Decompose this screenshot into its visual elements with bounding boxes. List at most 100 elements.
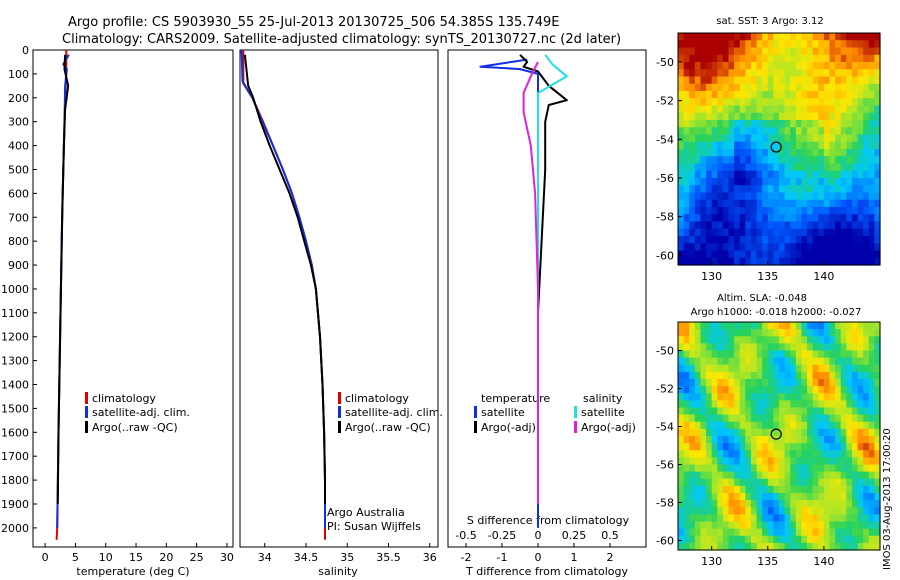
sst-map-cell xyxy=(823,47,831,56)
sla-map-cell xyxy=(779,485,786,494)
sla-map-cell xyxy=(678,450,685,458)
sst-map-cell xyxy=(779,98,786,107)
sst-map-cell xyxy=(823,199,831,208)
sla-map-cell xyxy=(835,464,842,473)
sla-map-cell xyxy=(874,457,881,466)
sla-map-cell xyxy=(717,514,724,523)
sst-map-cell xyxy=(722,199,730,208)
sst-map-cell xyxy=(722,62,730,70)
sla-map-cell xyxy=(762,485,769,494)
sst-map-cell xyxy=(863,141,870,150)
sst-map-cell xyxy=(823,120,831,128)
salinity-legend: climatology satellite-adj. clim. Argo(..… xyxy=(338,392,443,434)
sst-map-cell xyxy=(694,141,702,150)
sla-map-cell xyxy=(706,464,713,473)
sst-map-cell xyxy=(835,228,842,237)
sla-map-cell xyxy=(762,421,769,430)
sla-map-cell xyxy=(694,464,702,473)
sst-map-cell xyxy=(779,178,786,186)
sst-map-cell xyxy=(750,199,758,208)
legend-head-salinity: salinity xyxy=(583,392,623,405)
sla-map-cell xyxy=(711,471,718,480)
sst-map-cell xyxy=(706,228,713,237)
sla-map-cell xyxy=(678,528,685,537)
sla-map-cell xyxy=(857,514,864,523)
sst-map-cell xyxy=(700,236,707,244)
sla-map-cell xyxy=(745,464,752,473)
sla-map-cell xyxy=(846,443,853,451)
sla-map-cell xyxy=(750,322,758,330)
depth-tick-label: 800 xyxy=(8,235,29,248)
sst-map-cell xyxy=(734,127,741,136)
sla-map-cell xyxy=(678,414,685,423)
sla-map-cell xyxy=(779,457,786,466)
sla-map-cell xyxy=(863,364,870,373)
sla-map-cell xyxy=(728,507,735,515)
sla-map-cell xyxy=(812,450,819,458)
sst-map-cell xyxy=(694,170,702,179)
sst-map-cell xyxy=(683,156,690,165)
sla-map-cell xyxy=(868,443,875,451)
sst-map-cell xyxy=(767,127,774,136)
sst-map-cell xyxy=(807,69,814,78)
sst-map-cell xyxy=(784,170,791,179)
sst-map-cell xyxy=(694,185,702,194)
sla-map-cell xyxy=(722,436,730,444)
sla-map-cell xyxy=(756,379,763,387)
sst-map-cell xyxy=(823,83,831,92)
sla-map-cell xyxy=(706,485,713,494)
sla-map-cell xyxy=(829,393,836,401)
sla-map-cell xyxy=(829,329,836,337)
sla-map-cell xyxy=(750,535,758,544)
sla-map-cell xyxy=(767,400,774,409)
sla-map-cell xyxy=(857,386,864,394)
sst-map-cell xyxy=(779,257,786,266)
sst-map-cell xyxy=(700,112,707,121)
sst-map-cell xyxy=(689,199,696,208)
sla-map-cell xyxy=(795,421,803,430)
sla-map-cell xyxy=(851,521,859,530)
sst-map-cell xyxy=(863,127,870,136)
sla-map-cell xyxy=(767,407,774,416)
depth-tick-label: 2000 xyxy=(1,522,29,535)
x-tick-label: 34 xyxy=(258,551,272,564)
sla-map-cell xyxy=(717,379,724,387)
sst-map-cell xyxy=(807,185,814,194)
sla-map-cell xyxy=(734,357,741,366)
sst-map-cell xyxy=(846,134,853,143)
sla-map-cell xyxy=(795,364,803,373)
sla-map-cell xyxy=(801,322,808,330)
sst-map-cell xyxy=(868,127,875,136)
sla-map-cell xyxy=(823,329,831,337)
sla-map-cell xyxy=(801,428,808,437)
sst-map-cell xyxy=(750,54,758,63)
sla-map-cell xyxy=(857,343,864,352)
sst-map-cell xyxy=(874,170,881,179)
sst-map-cell xyxy=(706,185,713,194)
sla-map-cell xyxy=(683,436,690,444)
sla-map-cell xyxy=(857,535,864,544)
sst-map-cell xyxy=(823,192,831,201)
sst-map-cell xyxy=(756,91,763,99)
sla-map-cell xyxy=(734,350,741,359)
sst-map-cell xyxy=(807,120,814,128)
sla-map-cell xyxy=(683,428,690,437)
sla-map-cell xyxy=(689,535,696,544)
sst-map-cell xyxy=(700,214,707,223)
sst-map-cell xyxy=(795,62,803,70)
sla-map-cell xyxy=(717,357,724,366)
sla-map-cell xyxy=(773,379,780,387)
sla-map-cell xyxy=(790,450,797,458)
sla-map-cell xyxy=(728,500,735,508)
sst-map-cell xyxy=(829,236,836,244)
sst-map-cell xyxy=(734,170,741,179)
sla-map-cell xyxy=(835,457,842,466)
sst-map-cell xyxy=(790,33,797,41)
sst-map-cell xyxy=(683,91,690,99)
sla-map-cell xyxy=(857,371,864,380)
sst-map-cell xyxy=(868,185,875,194)
sst-map-cell xyxy=(790,207,797,215)
sla-map-cell xyxy=(762,542,769,551)
sst-map-cell xyxy=(846,127,853,136)
sst-map-cell xyxy=(773,185,780,194)
